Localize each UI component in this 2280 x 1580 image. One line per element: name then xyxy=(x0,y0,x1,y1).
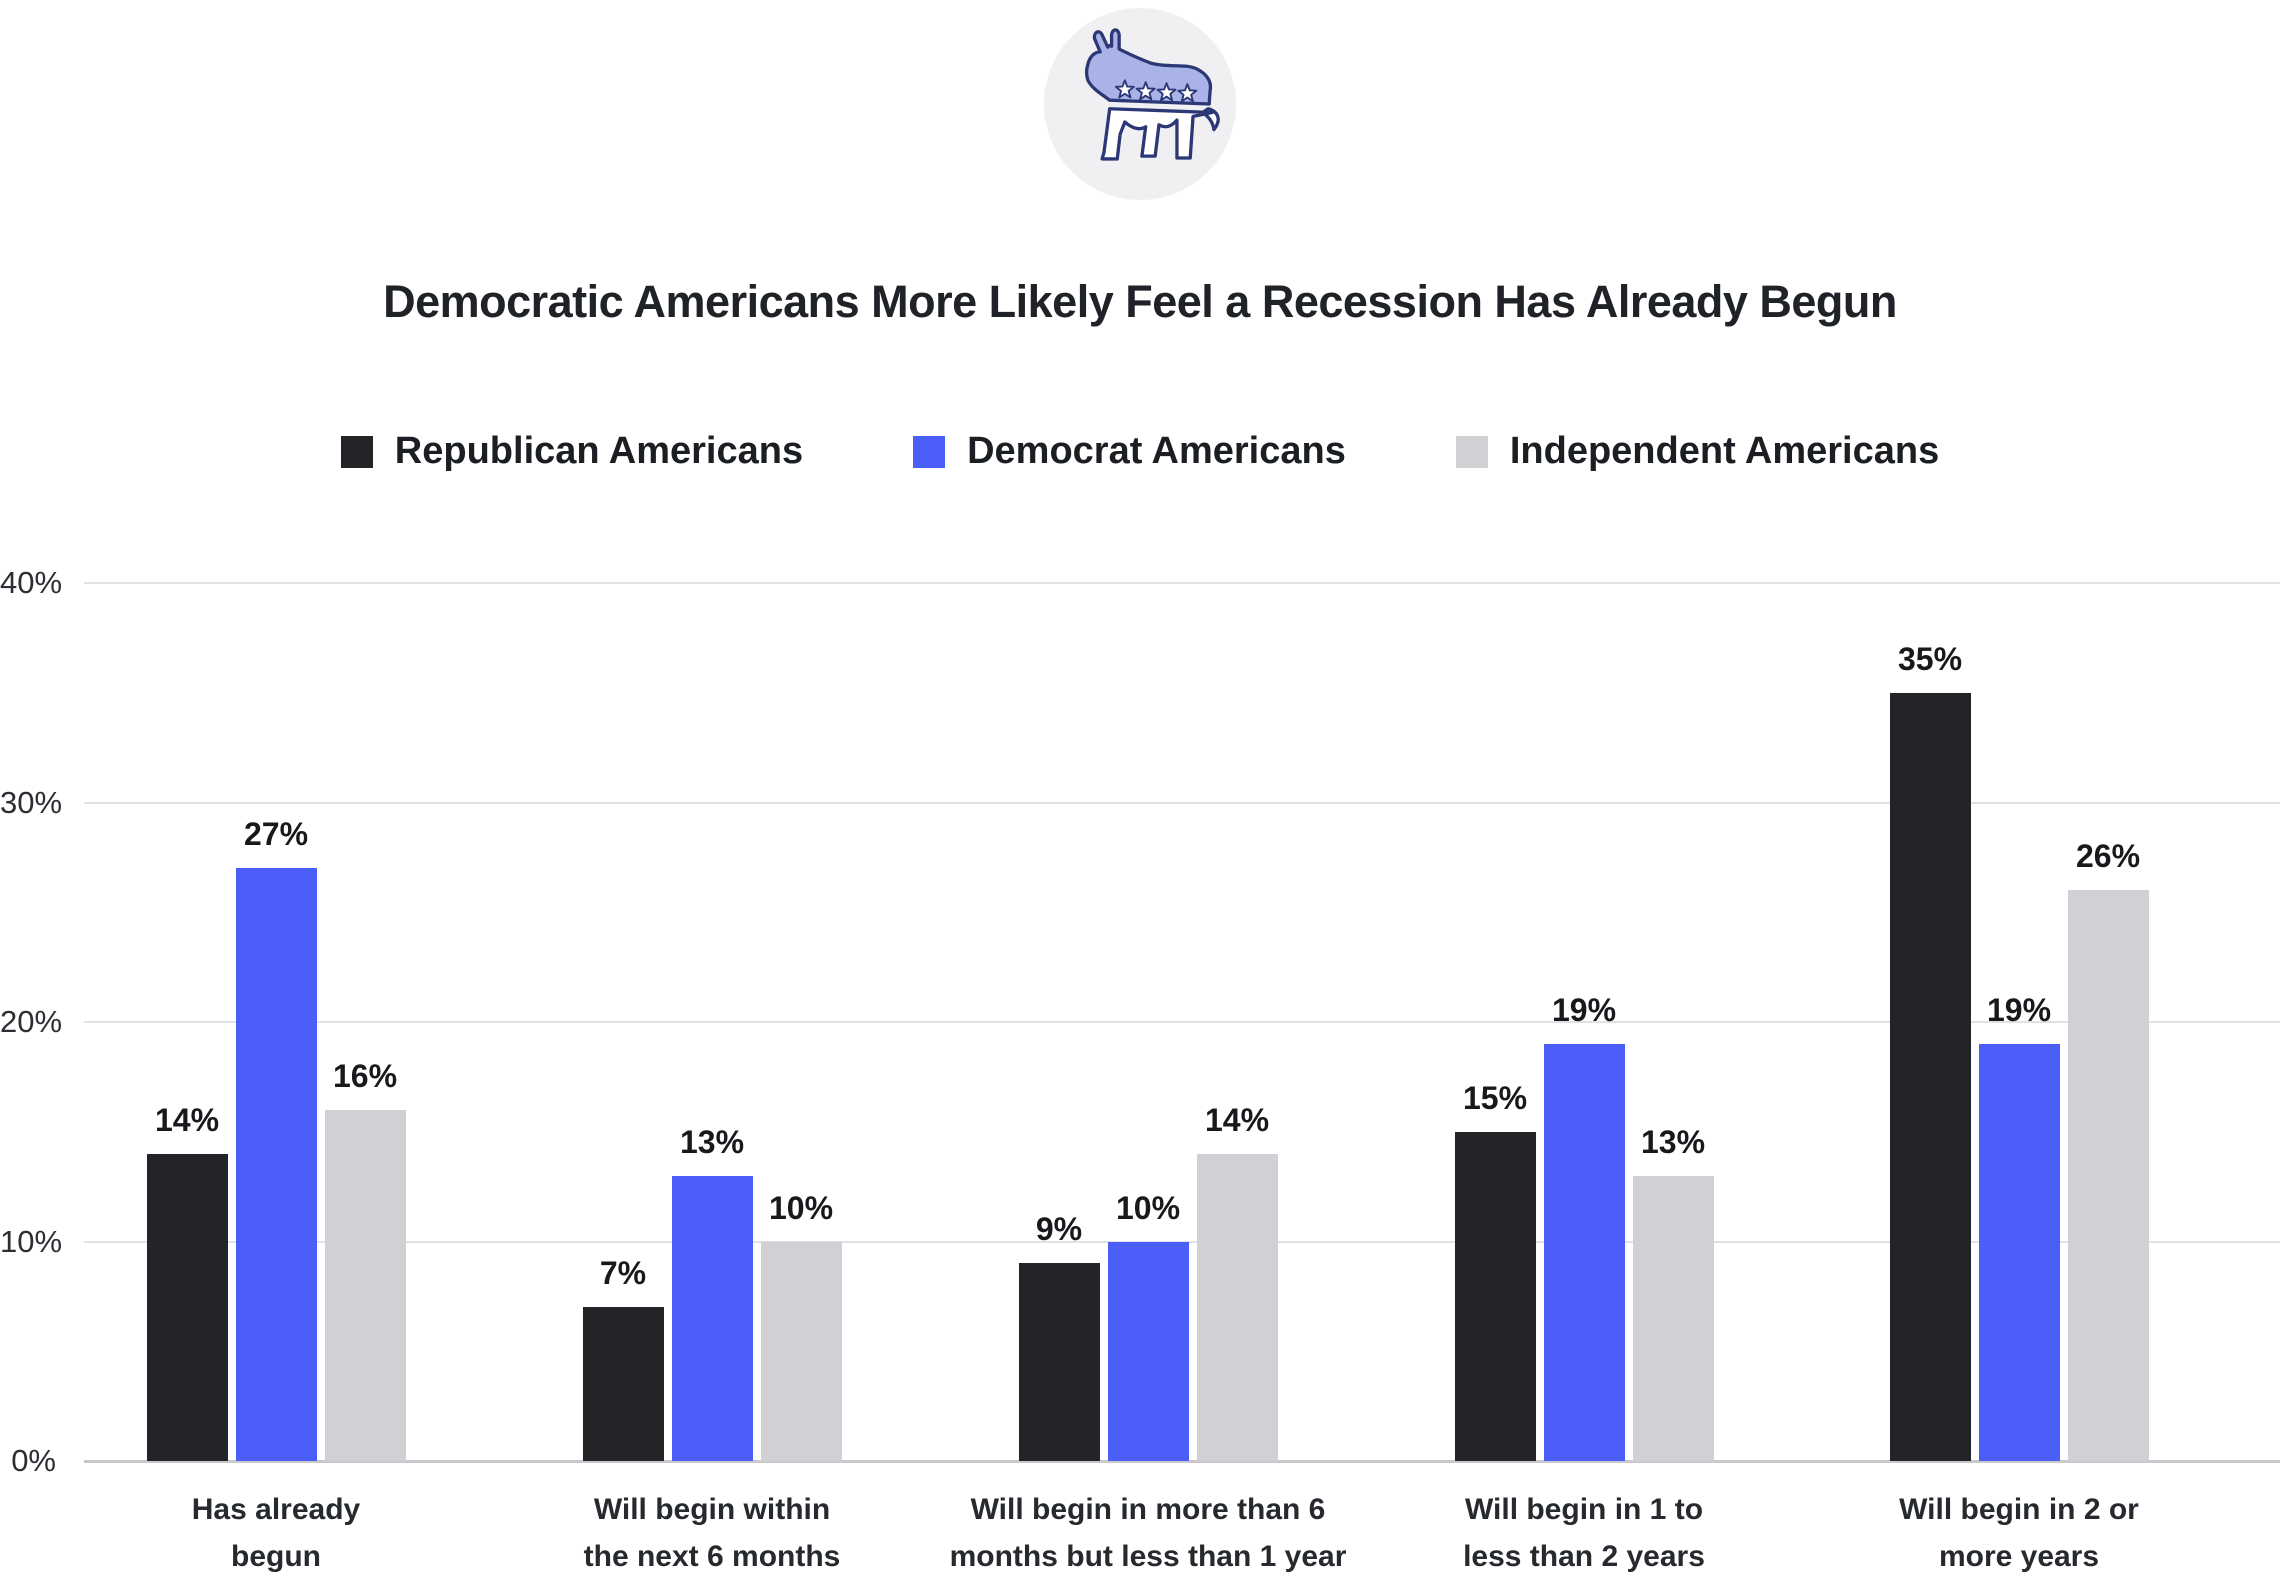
bar xyxy=(1978,1043,2060,1461)
bar-value-label: 16% xyxy=(332,1057,398,1094)
category-label-line: Has already xyxy=(191,1493,361,1526)
bar xyxy=(1018,1263,1100,1461)
bar xyxy=(1889,692,1971,1461)
gridline xyxy=(84,582,2280,584)
category-label-line: Will begin in more than 6 xyxy=(970,1493,1326,1526)
bar-value-label: 19% xyxy=(1551,991,1617,1028)
y-axis-tick-label: 10% xyxy=(0,1223,63,1259)
bar-value-label: 10% xyxy=(768,1189,834,1226)
bar-value-label: 7% xyxy=(599,1255,647,1292)
bar-value-label: 27% xyxy=(243,816,309,853)
legend-swatch-republican xyxy=(340,435,373,468)
x-axis-line xyxy=(84,1460,2280,1463)
chart-title: Democratic Americans More Likely Feel a … xyxy=(383,276,1897,327)
category-label-line: Will begin in 2 or xyxy=(1899,1493,2139,1526)
category-label: Has already begun xyxy=(0,1486,556,1580)
category-label: Will begin in 1 to less than 2 years xyxy=(1304,1486,1864,1580)
category-label-line: less than 2 years xyxy=(1463,1540,1705,1573)
legend-label-republican: Republican Americans xyxy=(394,430,804,472)
bar xyxy=(582,1307,664,1461)
category-label-line: the next 6 months xyxy=(583,1540,841,1573)
y-axis-tick-label: 20% xyxy=(0,1004,63,1039)
bar xyxy=(2067,890,2149,1461)
bar-value-label: 35% xyxy=(1897,640,1963,677)
legend-swatch-democrat xyxy=(913,435,946,468)
donkey-graphic xyxy=(1084,28,1220,161)
bar xyxy=(1543,1043,1625,1461)
legend-item-democrat: Democrat Americans xyxy=(913,430,1346,473)
bar xyxy=(1196,1153,1278,1461)
bar xyxy=(1107,1241,1189,1461)
category-label: Will begin within the next 6 months xyxy=(432,1486,992,1580)
y-axis-tick-label: 30% xyxy=(0,784,63,820)
legend-item-independent: Independent Americans xyxy=(1455,430,1940,473)
category-label-line: months but less than 1 year xyxy=(949,1540,1347,1573)
bar-value-label: 14% xyxy=(154,1101,220,1138)
category-label-line: more years xyxy=(1938,1540,2100,1573)
category-label-line: Will begin in 1 to xyxy=(1464,1493,1704,1526)
gridline xyxy=(84,1021,2280,1023)
legend-item-republican: Republican Americans xyxy=(340,430,804,473)
y-axis-tick-label: 0% xyxy=(11,1443,56,1478)
gridline xyxy=(84,801,2280,804)
bar xyxy=(324,1109,406,1461)
legend-swatch-independent xyxy=(1455,435,1488,468)
bar-value-label: 19% xyxy=(1986,991,2052,1028)
bar-value-label: 9% xyxy=(1035,1211,1083,1248)
democrat-donkey-icon xyxy=(1044,8,1236,200)
category-label: Will begin in more than 6 months but less… xyxy=(868,1486,1428,1580)
bar xyxy=(146,1153,228,1461)
bar-value-label: 26% xyxy=(2075,838,2141,875)
bar-value-label: 13% xyxy=(1640,1123,1706,1160)
bar-value-label: 13% xyxy=(679,1123,745,1160)
category-label: Will begin in 2 or more years xyxy=(1739,1486,2280,1580)
category-label-line: begun xyxy=(231,1540,321,1573)
bar-value-label: 10% xyxy=(1115,1189,1181,1226)
bar xyxy=(1632,1175,1714,1461)
bar xyxy=(671,1175,753,1461)
bar xyxy=(760,1241,842,1461)
legend-label-independent: Independent Americans xyxy=(1509,430,1940,472)
bar xyxy=(235,868,317,1461)
bar xyxy=(1454,1131,1536,1461)
bar-value-label: 15% xyxy=(1462,1079,1528,1116)
bar-value-label: 14% xyxy=(1204,1101,1270,1138)
legend-label-democrat: Democrat Americans xyxy=(967,430,1346,472)
category-label-line: Will begin within xyxy=(593,1493,831,1526)
y-axis-tick-label: 40% xyxy=(0,565,63,600)
legend: Republican Americans Democrat Americans … xyxy=(0,430,2280,473)
